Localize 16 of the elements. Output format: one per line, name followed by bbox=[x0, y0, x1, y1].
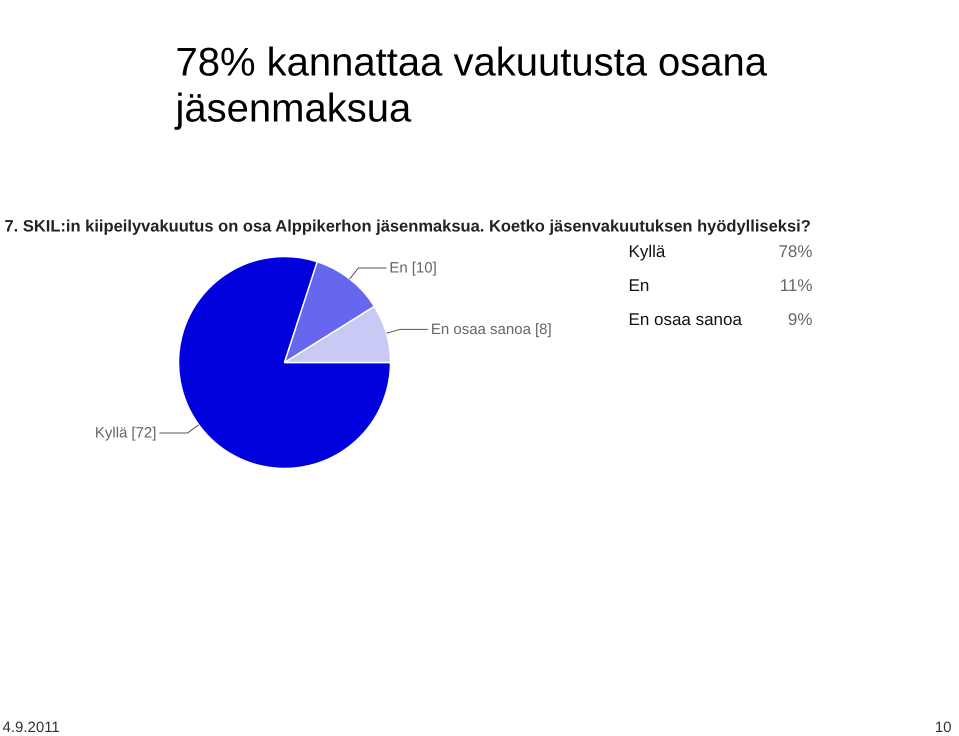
data-label: [8] bbox=[534, 320, 552, 338]
data-label: 9% bbox=[788, 310, 813, 329]
category-label: En osaa sanoa bbox=[628, 310, 742, 329]
category-label: En bbox=[628, 276, 650, 295]
chart-title: 78% kannattaa vakuutusta osana jäsenmaksua bbox=[174, 40, 768, 130]
category-label: Kyllä bbox=[628, 242, 666, 261]
slice-label: Kyllä bbox=[94, 424, 128, 442]
data-label: [10] bbox=[412, 259, 437, 276]
slice-label: En osaa sanoa bbox=[430, 320, 532, 338]
text: 4.9.2011 bbox=[2, 719, 60, 736]
slice-label: En bbox=[389, 259, 408, 276]
data-label: [72] bbox=[131, 424, 156, 442]
chart-subtitle: 7. SKIL:in kiipeilyvakuutus on osa Alppikerhon jäsenmaksua. Koetko jäsenvakuutuksen hyödylliseksi? bbox=[4, 218, 811, 236]
data-label: 78% bbox=[778, 242, 813, 261]
data-label: 11% bbox=[780, 276, 812, 295]
text: 10 bbox=[934, 719, 952, 736]
